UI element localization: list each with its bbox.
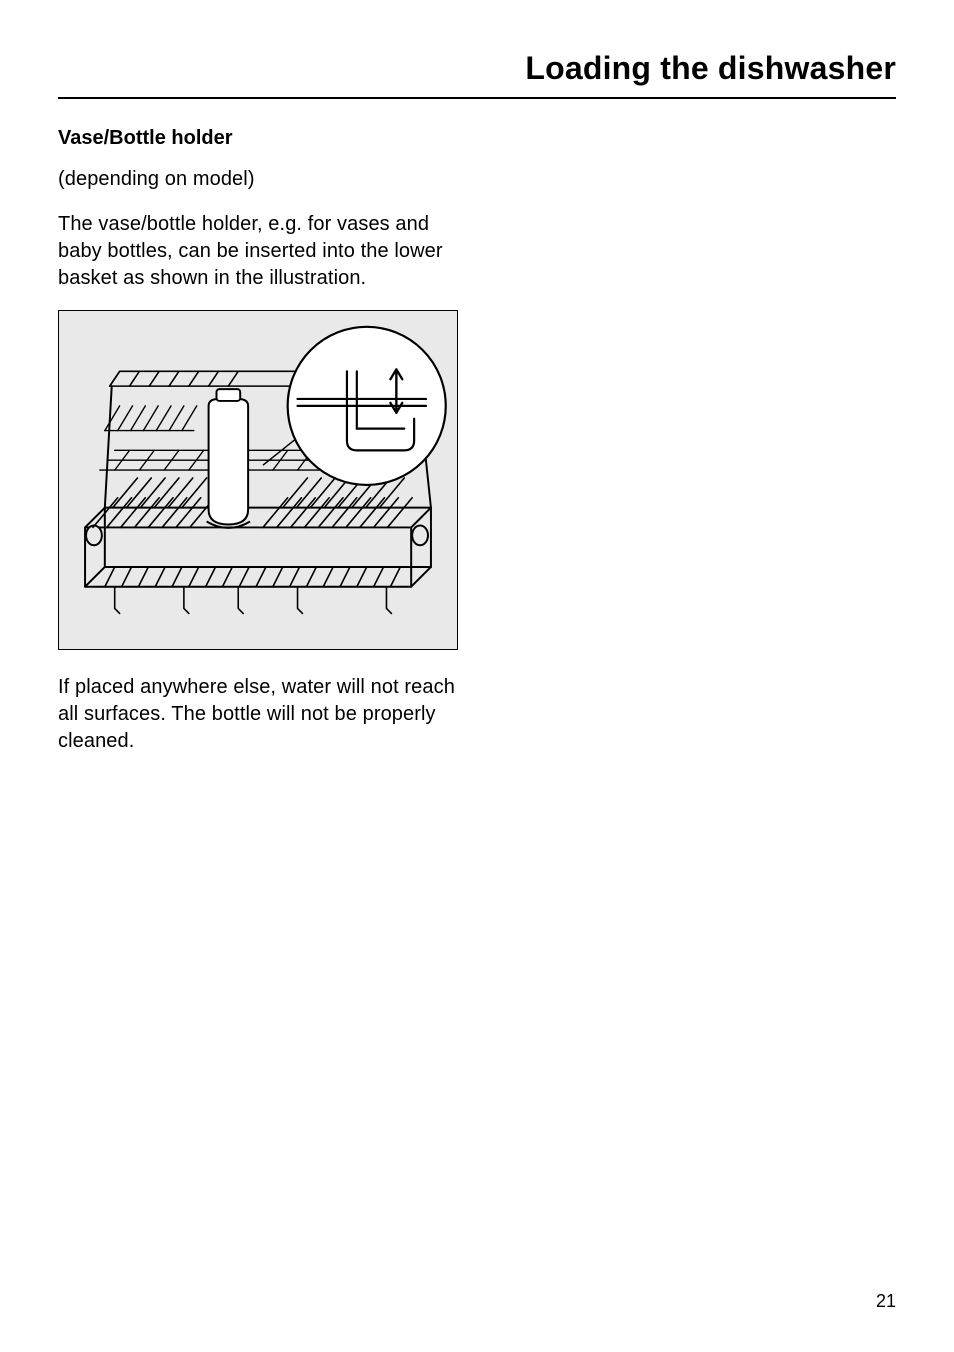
paragraph-2: If placed anywhere else, water will not … [58, 674, 468, 755]
left-column: Vase/Bottle holder (depending on model) … [58, 127, 468, 755]
page-header-title: Loading the dishwasher [58, 50, 896, 87]
model-note: (depending on model) [58, 166, 468, 193]
bottle-holder-illustration [58, 310, 458, 650]
header-rule [58, 97, 896, 99]
page-number: 21 [876, 1291, 896, 1312]
section-subheading: Vase/Bottle holder [58, 127, 468, 150]
paragraph-1: The vase/bottle holder, e.g. for vases a… [58, 211, 468, 292]
